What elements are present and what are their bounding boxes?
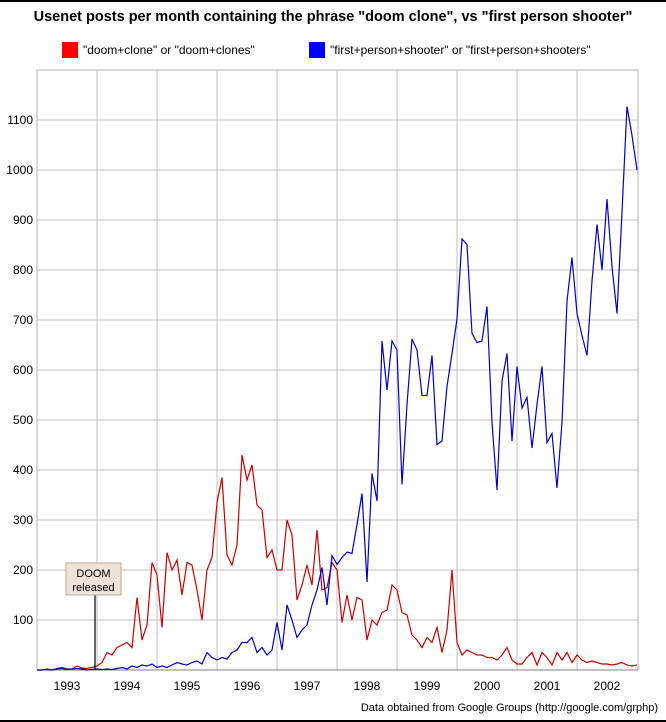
x-tick-label: 2002 [594, 679, 621, 693]
annotation-text: released [72, 582, 114, 594]
x-tick-label: 1993 [54, 679, 81, 693]
y-tick-label: 400 [13, 463, 33, 477]
annotation-text: DOOM [76, 568, 110, 580]
x-tick-label: 2000 [474, 679, 501, 693]
y-tick-label: 300 [13, 513, 33, 527]
y-tick-label: 900 [13, 213, 33, 227]
x-tick-label: 1998 [354, 679, 381, 693]
annotation-box [65, 562, 122, 596]
x-tick-label: 1999 [414, 679, 441, 693]
chart-title: Usenet posts per month containing the ph… [33, 9, 633, 25]
legend-swatch-red [62, 42, 78, 58]
series-line-1 [37, 106, 638, 671]
legend-label: "first+person+shooter" or "first+person+… [330, 43, 591, 57]
legend-label: "doom+clone" or "doom+clones" [83, 43, 255, 57]
y-tick-label: 800 [13, 263, 33, 277]
y-tick-label: 600 [13, 363, 33, 377]
series-line-0 [37, 454, 638, 671]
x-tick-label: 2001 [534, 679, 561, 693]
x-tick-label: 1994 [114, 679, 141, 693]
legend-swatch-blue [309, 42, 325, 58]
x-tick-label: 1997 [294, 679, 321, 693]
x-tick-label: 1996 [234, 679, 261, 693]
y-tick-label: 100 [13, 613, 33, 627]
y-tick-label: 1100 [7, 113, 33, 127]
y-tick-label: 200 [13, 563, 33, 577]
legend-item-doom-clone: "doom+clone" or "doom+clones" [62, 42, 255, 58]
x-tick-label: 1995 [174, 679, 201, 693]
footer-source: Data obtained from Google Groups (http:/… [360, 702, 658, 714]
y-tick-label: 700 [13, 313, 33, 327]
y-tick-label: 500 [13, 413, 33, 427]
legend-item-fps: "first+person+shooter" or "first+person+… [309, 42, 591, 58]
y-tick-label: 1000 [6, 163, 33, 177]
